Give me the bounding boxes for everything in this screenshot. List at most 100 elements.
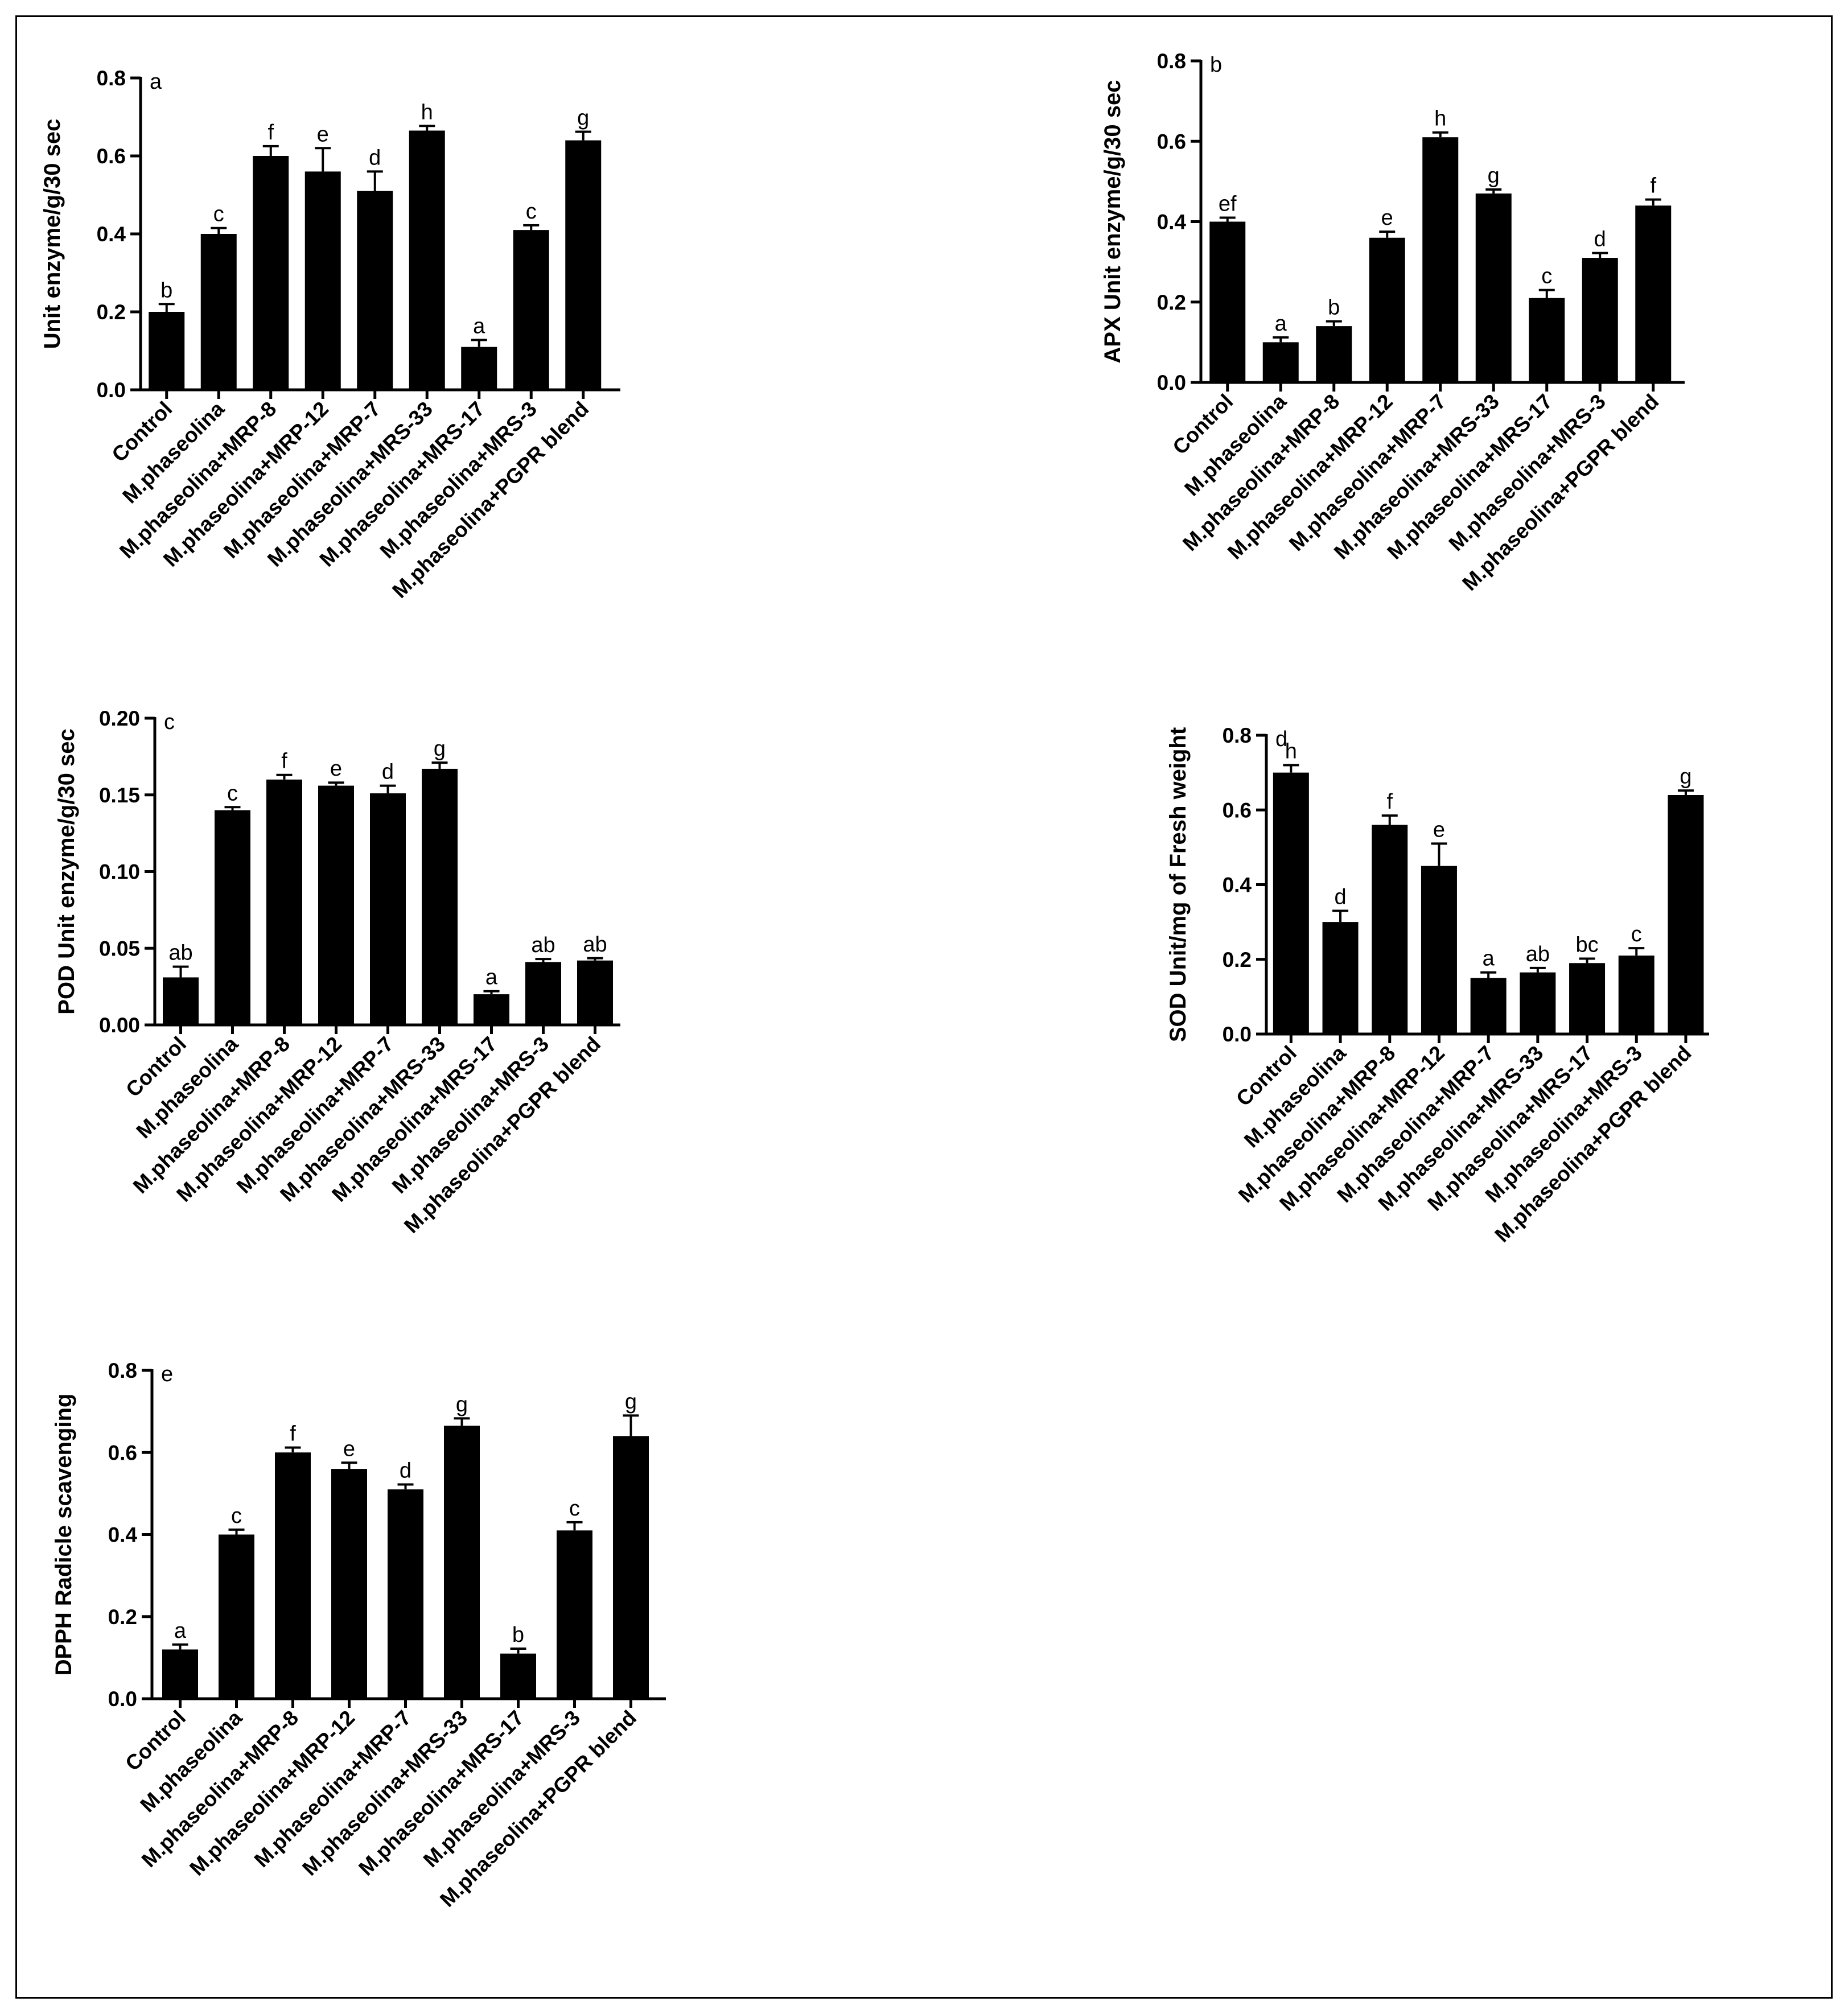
significance-letter: e [343, 1437, 355, 1461]
y-axis-title: SOD Unit/mg of Fresh weight [1166, 727, 1191, 1042]
y-tick-label: 0.0 [97, 378, 126, 402]
significance-letter: ab [168, 941, 192, 965]
significance-letter: e [317, 122, 329, 146]
significance-letter: c [1541, 265, 1552, 289]
bar [1475, 193, 1512, 382]
x-tick-label: M.phaseolina [135, 1706, 246, 1817]
y-axis-title: APX Unit enzyme/g/30 sec [1100, 80, 1125, 364]
y-axis-title: POD Unit enzyme/g/30 sec [54, 728, 79, 1014]
y-tick-label: 0.20 [99, 707, 140, 730]
significance-letter: f [281, 749, 287, 773]
bar [1569, 963, 1606, 1034]
bar [1322, 922, 1359, 1034]
bar [275, 1452, 311, 1699]
bar [1421, 866, 1457, 1034]
bar [253, 156, 289, 390]
bar [565, 140, 602, 390]
bar [1529, 298, 1565, 382]
bar [409, 130, 445, 390]
bar [500, 1653, 536, 1699]
bar [1209, 221, 1246, 382]
y-tick-label: 0.6 [97, 145, 126, 168]
bar [1273, 772, 1309, 1034]
bar [318, 785, 354, 1025]
bar [1582, 258, 1618, 382]
significance-letter: h [1285, 740, 1297, 764]
significance-letter: c [1631, 922, 1642, 946]
significance-letter: a [485, 966, 498, 990]
y-tick-label: 0.00 [99, 1014, 140, 1037]
y-axis-title: Unit enzyme/g/30 sec [40, 119, 65, 349]
y-tick-label: 0.10 [99, 860, 140, 884]
bar [1635, 205, 1672, 382]
bar [461, 347, 497, 390]
significance-letter: b [1328, 296, 1340, 320]
bar [513, 230, 549, 390]
significance-letter: c [569, 1497, 580, 1521]
significance-letter: a [1483, 947, 1495, 971]
significance-letter: f [290, 1422, 296, 1446]
significance-letter: ab [583, 933, 607, 957]
y-tick-label: 0.6 [1157, 130, 1186, 153]
significance-letter: b [160, 278, 172, 302]
panel-letter: a [150, 70, 162, 94]
significance-letter: a [174, 1619, 187, 1643]
y-axis-title: DPPH Radicle scavenging [51, 1394, 76, 1676]
panel-letter: c [164, 710, 175, 734]
bar [422, 768, 458, 1025]
bar [1520, 972, 1556, 1034]
chart-c: 0.00 0.05 0.10 0.15 0.20 POD Unit enzyme/g/30… [54, 707, 620, 1238]
bar [162, 1649, 198, 1699]
bar [474, 994, 509, 1025]
bar [149, 312, 185, 390]
y-tick-label: 0.2 [97, 300, 126, 324]
significance-letter: f [267, 121, 274, 145]
panel-letter: b [1210, 53, 1222, 77]
y-tick-label: 0.8 [108, 1359, 137, 1382]
y-tick-label: 0.4 [108, 1523, 138, 1547]
bar [304, 171, 341, 390]
y-tick-label: 0.05 [99, 937, 140, 960]
significance-letter: c [227, 781, 238, 805]
bar [1470, 978, 1507, 1034]
significance-letter: g [625, 1390, 637, 1414]
y-tick-label: 0.2 [108, 1605, 137, 1629]
bar [215, 810, 250, 1025]
y-tick-label: 0.15 [99, 784, 140, 807]
y-tick-label: 0.0 [108, 1687, 137, 1711]
y-tick-label: 0.0 [1157, 371, 1186, 394]
bar [1422, 137, 1459, 382]
bar [163, 977, 199, 1025]
significance-letter: g [1488, 164, 1500, 188]
y-tick-label: 0.4 [1223, 874, 1252, 897]
chart-b: 0.0 0.2 0.4 0.6 0.8 APX Unit enzyme/g/30 sec b… [1100, 50, 1685, 595]
significance-letter: d [1594, 228, 1606, 252]
bar [1369, 237, 1405, 382]
y-tick-label: 0.6 [108, 1441, 137, 1464]
bar [370, 793, 406, 1025]
significance-letter: ef [1219, 192, 1237, 216]
y-tick-label: 0.4 [97, 223, 126, 246]
bar [1372, 825, 1408, 1034]
significance-letter: g [434, 737, 446, 761]
bar [219, 1534, 254, 1699]
figure-border [15, 15, 1833, 1999]
significance-letter: d [1334, 885, 1346, 909]
significance-letter: d [382, 760, 394, 784]
bar [1316, 326, 1352, 382]
significance-letter: d [369, 146, 381, 170]
bar [200, 234, 237, 390]
y-tick-label: 0.6 [1223, 798, 1252, 822]
chart-e: 0.0 0.2 0.4 0.6 0.8 DPPH Radicle scavenging e a… [51, 1359, 666, 1912]
significance-letter: a [473, 314, 485, 338]
bar [266, 779, 302, 1025]
panel-letter: e [161, 1362, 173, 1386]
bar [331, 1469, 367, 1699]
bar [577, 960, 613, 1025]
significance-letter: g [1680, 765, 1691, 789]
bar [1262, 342, 1299, 382]
y-tick-label: 0.2 [1157, 291, 1186, 314]
y-tick-label: 0.8 [1223, 724, 1252, 747]
chart-d: 0.0 0.2 0.4 0.6 0.8 SOD Unit/mg of Fresh weig… [1166, 724, 1709, 1247]
